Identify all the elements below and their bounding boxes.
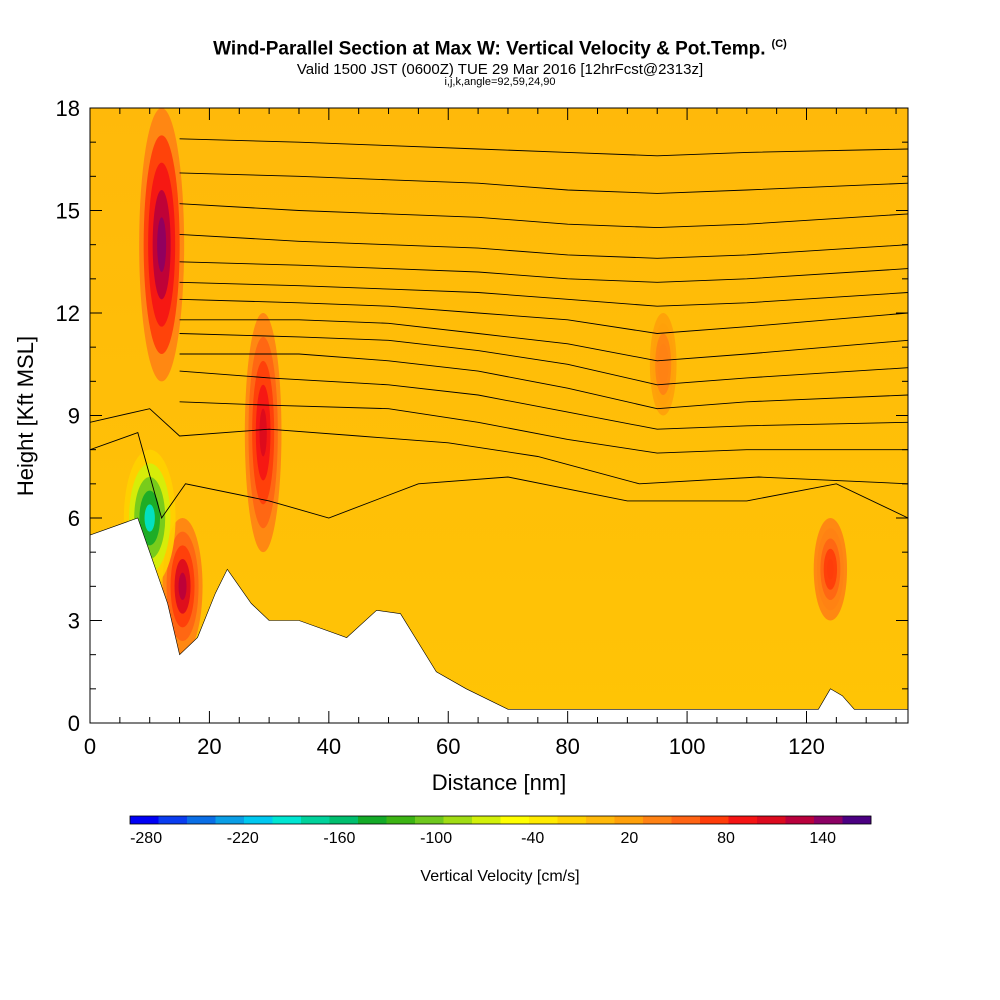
velocity-feature	[813, 518, 848, 621]
chart-title: Wind-Parallel Section at Max W: Vertical…	[213, 38, 787, 60]
velocity-feature	[162, 518, 203, 655]
colorbar-swatch	[643, 816, 672, 824]
chart-subtitle-indices: i,j,k,angle=92,59,24,90	[444, 76, 556, 88]
x-tick-label: 60	[436, 734, 460, 759]
colorbar-frame	[129, 815, 872, 825]
colorbar-tick-label: -40	[521, 830, 544, 847]
theta-contour	[179, 172, 908, 194]
x-tick-label: 20	[197, 734, 221, 759]
colorbar-swatch	[842, 816, 872, 824]
colorbar-label: Vertical Velocity [cm/s]	[420, 868, 579, 885]
colorbar-swatch	[386, 816, 416, 824]
theta-contour	[179, 233, 908, 259]
theta-contour	[179, 353, 908, 410]
colorbar-swatch	[671, 816, 701, 824]
x-tick-label: 120	[788, 734, 825, 759]
theta-contour	[179, 298, 908, 334]
colorbar: -280 -220 -160 -100 -40 20 80 140	[129, 815, 872, 847]
colorbar-swatch	[472, 816, 501, 824]
colorbar-swatch	[757, 816, 786, 824]
plot-area: 0 20 40 60 80 100 120 0 3 6 9 12 15 18	[56, 96, 909, 759]
theta-contour	[179, 370, 908, 430]
y-axis-label: Height [Kft MSL]	[13, 336, 38, 496]
colorbar-tick-label: -280	[130, 830, 162, 847]
theta-contour	[179, 281, 908, 307]
y-tick-label: 15	[56, 199, 80, 224]
colorbar-swatch	[158, 816, 188, 824]
theta-contour	[179, 203, 908, 229]
velocity-feature	[649, 313, 677, 416]
colorbar-swatch	[329, 816, 359, 824]
y-tick-label: 18	[56, 96, 80, 121]
x-axis: 0 20 40 60 80 100 120	[84, 108, 897, 759]
colorbar-swatch	[614, 816, 644, 824]
colorbar-swatch	[586, 816, 615, 824]
y-tick-label: 12	[56, 301, 80, 326]
theta-contour	[90, 432, 908, 520]
colorbar-swatch	[358, 816, 387, 824]
y-tick-label: 3	[68, 609, 80, 634]
x-tick-label: 0	[84, 734, 96, 759]
colorbar-swatch	[728, 816, 758, 824]
y-tick-label: 6	[68, 506, 80, 531]
y-axis: 0 3 6 9 12 15 18	[56, 96, 908, 736]
colorbar-tick-label: 20	[621, 830, 639, 847]
colorbar-swatch	[500, 816, 530, 824]
colorbar-swatch	[215, 816, 245, 824]
theta-contour	[179, 319, 908, 362]
title-mark: (C)	[771, 38, 787, 50]
chart-subtitle: Valid 1500 JST (0600Z) TUE 29 Mar 2016 […	[296, 61, 704, 78]
velocity-feature	[123, 449, 176, 587]
velocity-feature	[244, 313, 282, 553]
velocity-band	[660, 354, 666, 375]
x-tick-label: 40	[317, 734, 341, 759]
y-tick-label: 9	[68, 404, 80, 429]
colorbar-swatch	[529, 816, 558, 824]
velocity-band	[144, 504, 155, 532]
colorbar-swatch	[301, 816, 330, 824]
colorbar-tick-label: -100	[420, 830, 452, 847]
x-axis-label: Distance [nm]	[432, 770, 567, 795]
colorbar-swatch	[415, 816, 444, 824]
velocity-band	[157, 217, 167, 272]
colorbar-tick-label: 80	[717, 830, 735, 847]
colorbar-swatch	[557, 816, 587, 824]
velocity-band	[259, 408, 267, 457]
colorbar-swatch	[700, 816, 729, 824]
theta-contour	[90, 408, 908, 485]
theta-contour	[179, 261, 908, 283]
x-tick-label: 80	[555, 734, 579, 759]
colorbar-tick-label: 140	[809, 830, 836, 847]
colorbar-swatch	[443, 816, 473, 824]
velocity-band	[178, 572, 187, 600]
x-tick-label: 100	[669, 734, 706, 759]
velocity-feature	[139, 108, 185, 382]
velocity-band	[827, 559, 834, 580]
colorbar-tick-label: -220	[227, 830, 259, 847]
colorbar-tick-label: -160	[323, 830, 355, 847]
colorbar-swatch	[187, 816, 216, 824]
colorbar-swatch	[785, 816, 815, 824]
y-tick-label: 0	[68, 711, 80, 736]
theta-contour	[179, 333, 908, 386]
colorbar-swatch	[130, 816, 159, 824]
theta-contour	[179, 138, 908, 157]
terrain	[90, 517, 908, 723]
colorbar-swatch	[272, 816, 302, 824]
theta-contour	[179, 401, 908, 454]
colorbar-swatch	[244, 816, 273, 824]
colorbar-swatch	[814, 816, 843, 824]
